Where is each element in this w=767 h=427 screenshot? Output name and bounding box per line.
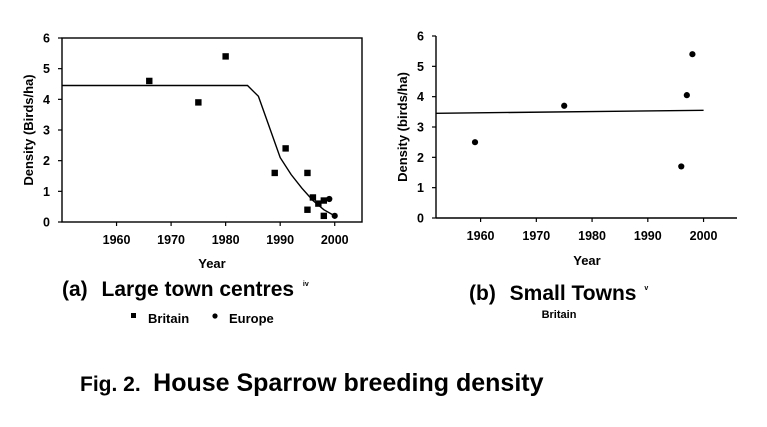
data-point-britain (689, 51, 696, 58)
x-tick-label: 1990 (266, 233, 294, 247)
y-tick-label: 6 (43, 32, 50, 46)
y-tick-label: 3 (43, 124, 50, 138)
x-tick-label: 1970 (157, 233, 185, 247)
chart-b-xlabel: Year (573, 253, 600, 268)
chart-a-xlabel: Year (198, 256, 225, 271)
chart-a-points (146, 53, 338, 220)
data-point-britain (271, 169, 278, 177)
data-point-britain (683, 92, 690, 99)
y-tick-label: 0 (43, 216, 50, 230)
y-tick-label: 3 (417, 121, 424, 135)
data-point-britain (678, 163, 685, 170)
chart-b-panel-label: (b) (469, 282, 496, 305)
x-tick-label: 1980 (212, 233, 240, 247)
y-tick-label: 1 (43, 185, 50, 199)
data-point-britain (304, 169, 311, 177)
data-point-britain (309, 194, 317, 201)
chart-a-title-superscript: iv (303, 281, 309, 288)
data-point-europe (326, 195, 333, 203)
chart-b-title-superscript: v (644, 285, 648, 292)
data-point-britain (561, 102, 568, 109)
data-point-britain (222, 53, 229, 60)
y-tick-label: 2 (417, 151, 424, 165)
chart-a-y-ticks: 0 1 2 3 4 5 6 (43, 32, 62, 230)
chart-b: 0 1 2 3 4 5 6 1960 1970 1980 1990 2000 Density (bi… (395, 30, 737, 321)
chart-b-subtitle: Britain (542, 309, 577, 321)
chart-a-heading: (a) Large town centres iv (62, 278, 309, 301)
y-tick-label: 4 (417, 90, 424, 104)
data-point-britain (320, 212, 328, 220)
x-tick-label: 1960 (467, 229, 495, 243)
data-point-britain (195, 99, 202, 106)
x-tick-label: 1990 (634, 229, 662, 243)
data-point-britain (282, 145, 289, 152)
chart-a-ylabel: Density (Birds/ha) (21, 74, 36, 185)
x-tick-label: 1980 (578, 229, 606, 243)
x-tick-label: 1960 (103, 233, 131, 247)
x-tick-label: 2000 (321, 233, 349, 247)
chart-a-legend: Britain Europe (131, 311, 274, 326)
legend-label-europe: Europe (229, 311, 274, 326)
figure-caption-prefix: Fig. 2. (80, 373, 141, 396)
x-tick-label: 2000 (690, 229, 718, 243)
legend-marker-britain (131, 313, 136, 318)
y-tick-label: 1 (417, 181, 424, 195)
chart-a-panel-label: (a) (62, 278, 88, 301)
y-tick-label: 5 (43, 62, 50, 76)
data-point-britain (146, 77, 153, 85)
legend-label-britain: Britain (148, 311, 189, 326)
figure-caption: Fig. 2. House Sparrow breeding density (80, 369, 544, 397)
y-tick-label: 6 (417, 30, 424, 44)
chart-b-points (471, 51, 696, 170)
chart-a-frame (61, 37, 363, 223)
data-point-britain (304, 206, 311, 213)
chart-b-fitted-line (435, 109, 704, 114)
chart-b-ylabel: Density (birds/ha) (395, 72, 410, 182)
chart-a-x-ticks: 1960 1970 1980 1990 2000 (103, 222, 349, 247)
y-tick-label: 0 (417, 212, 424, 226)
chart-b-x-ticks: 1960 1970 1980 1990 2000 (467, 218, 718, 243)
data-point-britain (471, 139, 479, 146)
chart-b-heading: (b) Small Towns v (469, 282, 648, 305)
data-point-britain (320, 197, 328, 204)
legend-marker-europe (212, 313, 218, 319)
chart-a-title: Large town centres (102, 278, 295, 301)
chart-a: 0 1 2 3 4 5 6 1960 1970 1980 1990 2000 Density (Bi… (21, 32, 363, 326)
chart-b-title: Small Towns (510, 282, 637, 305)
data-point-britain (315, 200, 322, 207)
y-tick-label: 5 (417, 60, 424, 74)
x-tick-label: 1970 (522, 229, 550, 243)
chart-b-y-ticks: 0 1 2 3 4 5 6 (417, 30, 436, 226)
figure-caption-title: House Sparrow breeding density (153, 369, 543, 397)
data-point-europe (331, 212, 338, 219)
y-tick-label: 4 (43, 93, 50, 107)
y-tick-label: 2 (43, 154, 50, 168)
